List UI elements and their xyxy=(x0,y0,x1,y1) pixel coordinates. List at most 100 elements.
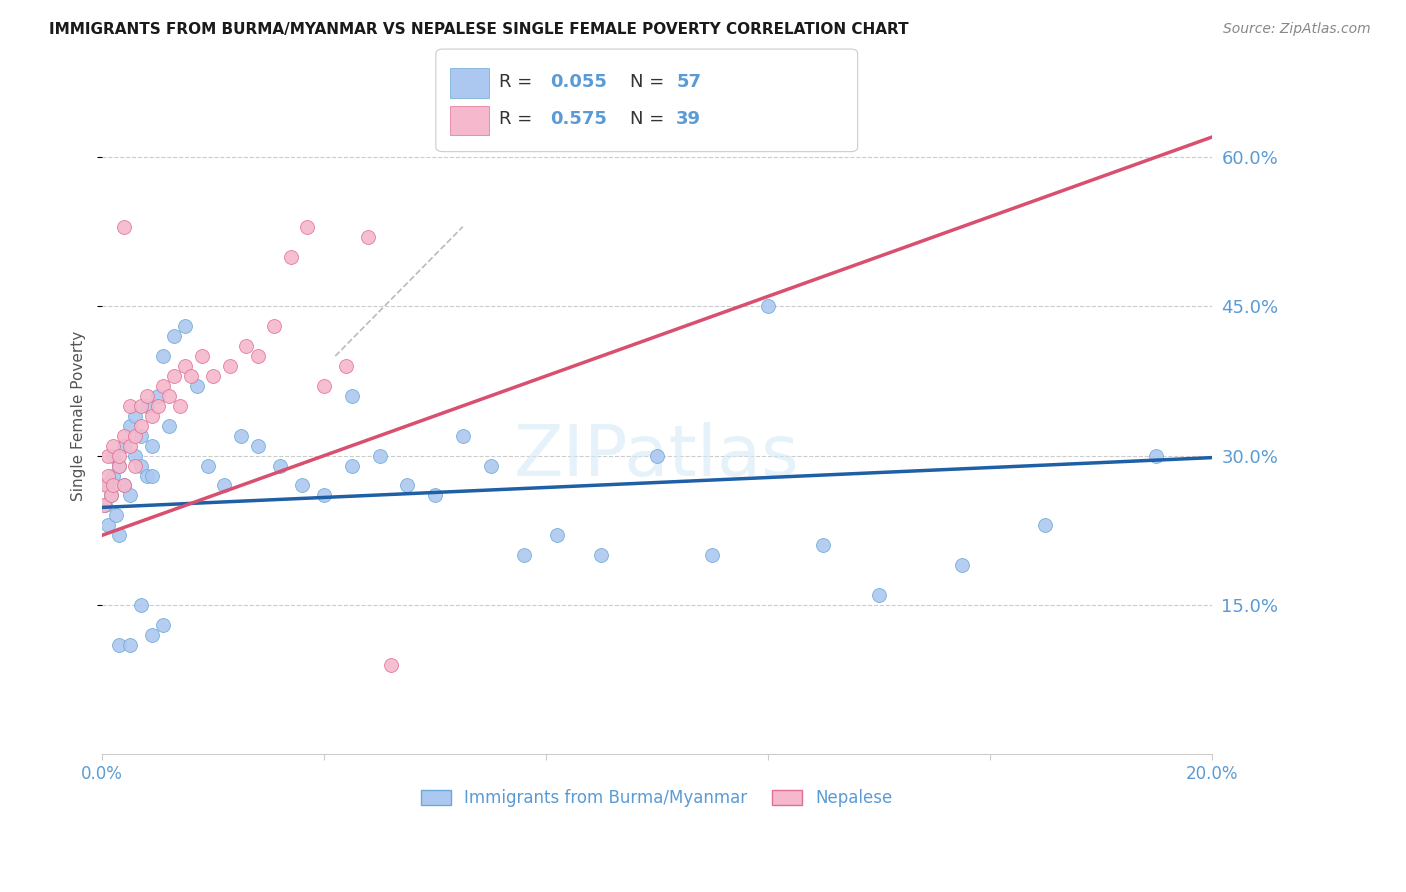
Point xyxy=(103,439,125,453)
Point xyxy=(235,339,257,353)
Point xyxy=(186,379,208,393)
Point xyxy=(124,458,146,473)
Point xyxy=(246,439,269,453)
Point xyxy=(135,389,157,403)
Text: R =: R = xyxy=(499,72,538,91)
Point xyxy=(1033,518,1056,533)
Point xyxy=(396,478,419,492)
Text: N =: N = xyxy=(630,72,669,91)
Point xyxy=(141,628,163,642)
Text: 0.575: 0.575 xyxy=(550,110,606,128)
Point xyxy=(135,468,157,483)
Point xyxy=(118,418,141,433)
Text: R =: R = xyxy=(499,110,538,128)
Point xyxy=(112,478,135,492)
Point xyxy=(174,359,197,373)
Point xyxy=(340,458,363,473)
Point xyxy=(451,428,474,442)
Point xyxy=(118,638,141,652)
Point xyxy=(124,409,146,423)
Legend: Immigrants from Burma/Myanmar, Nepalese: Immigrants from Burma/Myanmar, Nepalese xyxy=(415,782,900,814)
Point xyxy=(269,458,291,473)
Point xyxy=(141,468,163,483)
Point xyxy=(100,488,122,502)
Point xyxy=(97,449,120,463)
Point xyxy=(124,449,146,463)
Point xyxy=(118,439,141,453)
Point xyxy=(180,369,202,384)
Point xyxy=(146,399,169,413)
Point xyxy=(546,528,568,542)
Point xyxy=(246,349,269,363)
Point xyxy=(212,478,235,492)
Point xyxy=(108,449,131,463)
Point xyxy=(314,488,336,502)
Point xyxy=(129,598,152,612)
Point xyxy=(1144,449,1167,463)
Point xyxy=(314,379,336,393)
Point xyxy=(191,349,214,363)
Point xyxy=(157,418,180,433)
Point xyxy=(141,409,163,423)
Point xyxy=(868,588,890,602)
Point xyxy=(174,319,197,334)
Point xyxy=(141,439,163,453)
Point xyxy=(124,428,146,442)
Point xyxy=(163,329,186,343)
Point xyxy=(129,428,152,442)
Point xyxy=(93,499,115,513)
Point xyxy=(357,229,380,244)
Text: 39: 39 xyxy=(676,110,702,128)
Point xyxy=(94,478,117,492)
Point xyxy=(513,548,536,562)
Point xyxy=(103,478,125,492)
Point xyxy=(129,458,152,473)
Point xyxy=(218,359,240,373)
Point xyxy=(263,319,285,334)
Point xyxy=(280,250,302,264)
Point xyxy=(340,389,363,403)
Text: ZIPatlas: ZIPatlas xyxy=(515,422,800,491)
Point xyxy=(202,369,225,384)
Point xyxy=(118,399,141,413)
Text: IMMIGRANTS FROM BURMA/MYANMAR VS NEPALESE SINGLE FEMALE POVERTY CORRELATION CHAR: IMMIGRANTS FROM BURMA/MYANMAR VS NEPALES… xyxy=(49,22,908,37)
Point xyxy=(129,418,152,433)
Point xyxy=(105,508,128,523)
Point xyxy=(100,488,122,502)
Point xyxy=(163,369,186,384)
Point xyxy=(146,389,169,403)
Point xyxy=(423,488,446,502)
Point xyxy=(335,359,357,373)
Point xyxy=(169,399,191,413)
Point xyxy=(94,499,117,513)
Point xyxy=(591,548,613,562)
Point xyxy=(702,548,724,562)
Point xyxy=(157,389,180,403)
Point xyxy=(97,468,120,483)
Point xyxy=(813,538,835,552)
Text: Source: ZipAtlas.com: Source: ZipAtlas.com xyxy=(1223,22,1371,37)
Point xyxy=(97,518,120,533)
Point xyxy=(152,617,174,632)
Point xyxy=(152,349,174,363)
Point xyxy=(197,458,219,473)
Point xyxy=(108,458,131,473)
Point xyxy=(229,428,252,442)
Y-axis label: Single Female Poverty: Single Female Poverty xyxy=(72,331,86,501)
Point xyxy=(756,299,779,313)
Point xyxy=(103,449,125,463)
Point xyxy=(103,468,125,483)
Point xyxy=(112,428,135,442)
Point xyxy=(112,219,135,234)
Point xyxy=(108,458,131,473)
Text: 57: 57 xyxy=(676,72,702,91)
Text: N =: N = xyxy=(630,110,669,128)
Point xyxy=(152,379,174,393)
Point xyxy=(950,558,973,573)
Point xyxy=(645,449,668,463)
Point xyxy=(291,478,314,492)
Point xyxy=(112,478,135,492)
Point xyxy=(479,458,502,473)
Point xyxy=(135,399,157,413)
Point xyxy=(297,219,319,234)
